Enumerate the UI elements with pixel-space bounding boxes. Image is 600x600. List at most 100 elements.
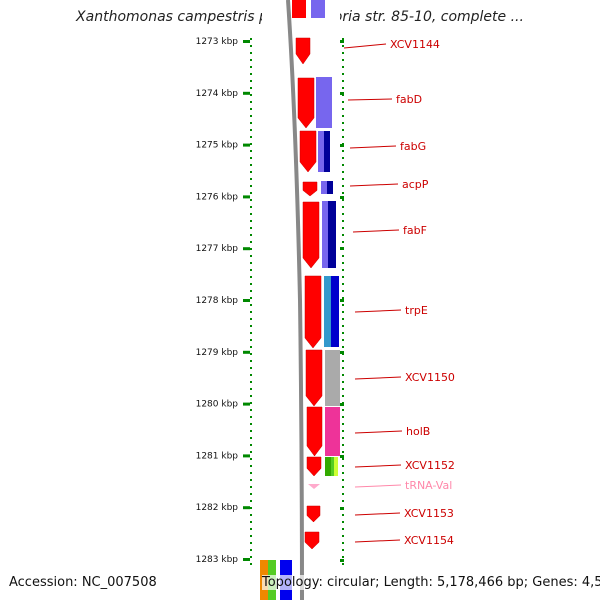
gene-label-holb[interactable]: holB	[406, 425, 430, 438]
ruler-dot	[250, 213, 252, 215]
ruler-dot	[250, 535, 252, 537]
ruler-dot	[250, 430, 252, 432]
ruler-dot	[250, 311, 252, 313]
domain-bar[interactable]	[325, 350, 340, 406]
ruler-dot	[342, 332, 344, 334]
gene-arrow[interactable]	[306, 406, 323, 457]
domain-bar[interactable]	[318, 131, 325, 172]
ruler-dot	[342, 269, 344, 271]
ruler-dot	[342, 437, 344, 439]
ruler-dot	[250, 528, 252, 530]
domain-bar[interactable]	[321, 181, 327, 194]
domain-bar[interactable]	[325, 457, 331, 476]
ruler-dot	[250, 437, 252, 439]
ruler-dot	[250, 388, 252, 390]
ruler-dot	[250, 206, 252, 208]
ruler-dot	[250, 402, 252, 404]
ruler-tick-label: 1273 kbp	[196, 37, 239, 47]
ruler-dot	[342, 52, 344, 54]
ruler-dot	[250, 479, 252, 481]
ruler-dot	[250, 374, 252, 376]
gene-label-acpp[interactable]: acpP	[402, 178, 429, 191]
ruler-dot	[342, 73, 344, 75]
domain-bar[interactable]	[316, 77, 332, 128]
ruler-dot	[342, 66, 344, 68]
gene-arrow[interactable]	[305, 349, 323, 407]
gene-arrow[interactable]	[302, 181, 318, 197]
label-leader-line	[354, 376, 402, 380]
ruler-dot	[342, 500, 344, 502]
ruler-dot	[342, 234, 344, 236]
domain-bar[interactable]	[328, 201, 336, 268]
domain-bar[interactable]	[324, 276, 332, 347]
ruler-dot	[342, 388, 344, 390]
gene-label-xcv1144[interactable]: XCV1144	[390, 38, 440, 51]
ruler-dot	[342, 255, 344, 257]
ruler-dot	[342, 549, 344, 551]
ruler-dot	[250, 129, 252, 131]
gene-label-fabg[interactable]: fabG	[400, 140, 426, 153]
label-leader-line	[354, 309, 402, 313]
domain-bar[interactable]	[325, 407, 340, 456]
ruler-major-tick	[243, 91, 250, 95]
gene-label-xcv1153[interactable]: XCV1153	[404, 507, 454, 520]
gene-arrow[interactable]	[302, 201, 320, 269]
trna-marker[interactable]	[308, 484, 320, 489]
gene-arrow[interactable]	[299, 130, 317, 173]
feature-track[interactable]	[292, 0, 340, 550]
ruler-dot	[342, 38, 344, 40]
ruler-dot	[250, 493, 252, 495]
gene-arrow[interactable]	[297, 77, 315, 129]
ruler-dot	[342, 311, 344, 313]
ruler-dot	[250, 220, 252, 222]
ruler-dot	[342, 521, 344, 523]
ruler-dots-left	[243, 38, 252, 565]
ruler-dot	[250, 45, 252, 47]
ruler-major-tick	[243, 350, 250, 354]
ruler-dot	[342, 374, 344, 376]
domain-bar[interactable]	[327, 181, 333, 194]
ruler-dot	[342, 122, 344, 124]
gene-arrow[interactable]	[292, 0, 306, 18]
ruler-dot	[342, 367, 344, 369]
gene-arrow[interactable]	[306, 456, 322, 477]
gene-labels[interactable]: XCV1144 fabD fabG acpP fabF trpE XCV1150 holB XC…	[343, 38, 455, 547]
gene-label-trpe[interactable]: trpE	[405, 304, 428, 317]
gene-label-trna-val[interactable]: tRNA-Val	[405, 479, 452, 492]
gene-arrow[interactable]	[304, 275, 322, 349]
gene-label-fabd[interactable]: fabD	[396, 93, 422, 106]
ruler-dot	[250, 409, 252, 411]
label-leader-line	[354, 539, 401, 543]
gene-arrow[interactable]	[304, 531, 320, 550]
ruler-dot	[250, 241, 252, 243]
domain-bar[interactable]	[322, 201, 329, 268]
ruler-dot	[342, 535, 344, 537]
ruler-dot	[250, 185, 252, 187]
ruler-dot	[250, 248, 252, 250]
ruler-dot	[250, 465, 252, 467]
domain-bar[interactable]	[311, 0, 325, 18]
domain-bar[interactable]	[331, 276, 339, 347]
ruler-dot	[342, 542, 344, 544]
gene-label-xcv1150[interactable]: XCV1150	[405, 371, 455, 384]
gene-arrow[interactable]	[295, 37, 311, 65]
ruler-dot	[250, 346, 252, 348]
ruler-dot	[250, 178, 252, 180]
gene-label-xcv1154[interactable]: XCV1154	[404, 534, 454, 547]
ruler-dot	[342, 556, 344, 558]
ruler-dot	[342, 101, 344, 103]
gene-label-fabf[interactable]: fabF	[403, 224, 427, 237]
ruler-dot	[342, 346, 344, 348]
ruler-dot	[250, 451, 252, 453]
domain-bar[interactable]	[324, 131, 330, 172]
ruler-major-tick	[243, 506, 250, 510]
gene-label-xcv1152[interactable]: XCV1152	[405, 459, 455, 472]
ruler-dot	[250, 444, 252, 446]
gene-arrow[interactable]	[306, 505, 321, 523]
domain-bar[interactable]	[334, 457, 338, 476]
ruler-dot	[250, 227, 252, 229]
ruler-dot	[250, 38, 252, 40]
ruler-dot	[250, 234, 252, 236]
ruler-dot	[342, 241, 344, 243]
